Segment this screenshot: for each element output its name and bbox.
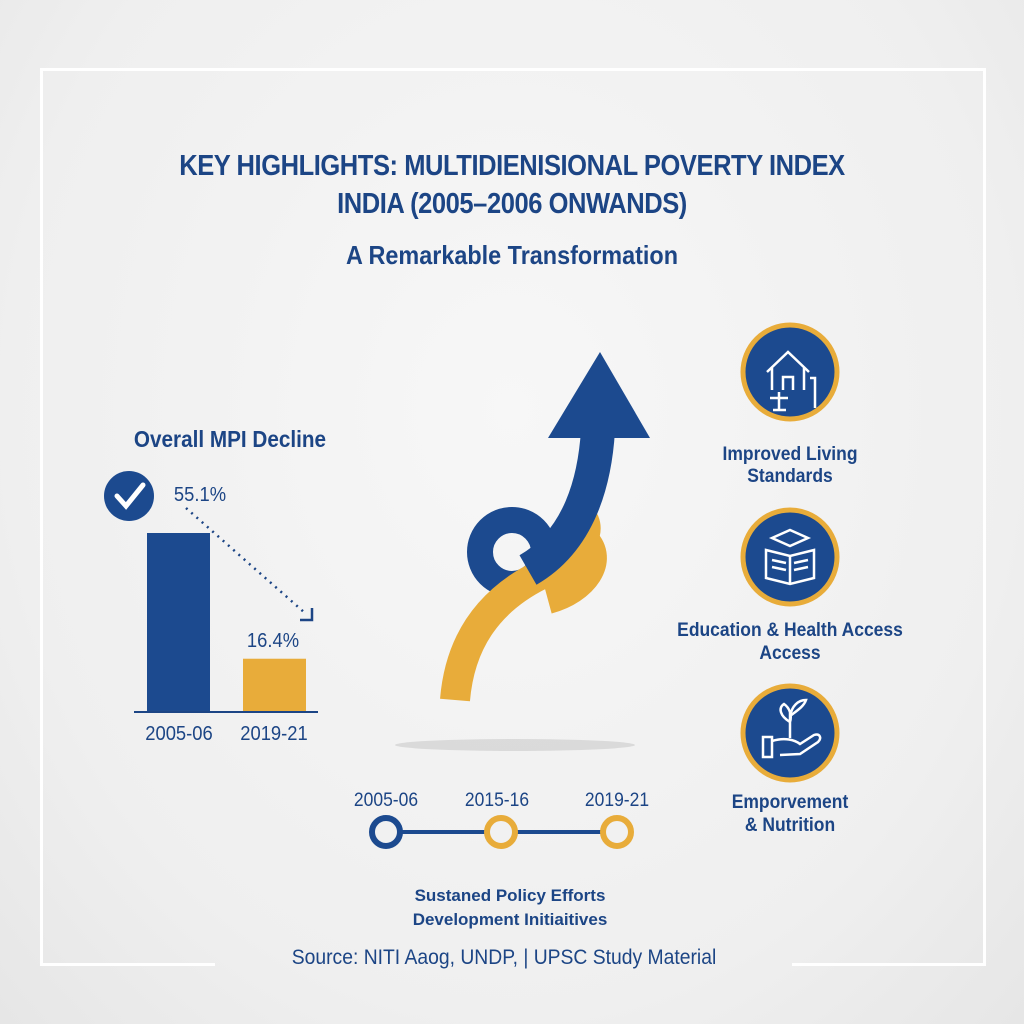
check-circle-icon (104, 471, 154, 521)
timeline-caption-2: Development Initiaitives (412, 910, 608, 929)
frame-left (40, 68, 43, 966)
frame-right (983, 68, 986, 966)
page-subtitle: A Remarkable Transformation (345, 240, 679, 270)
data-label-2005-06: 55.1% (173, 484, 227, 506)
house-water-tap-icon (740, 322, 840, 422)
chart-title: Overall MPI Decline (133, 426, 327, 452)
bar-label-2005-06: 2005-06 (145, 723, 213, 745)
timeline-label-2: 2015-16 (464, 790, 530, 811)
highlight-1-line2: Standards (747, 466, 833, 487)
timeline-label-1: 2005-06 (353, 790, 419, 811)
highlight-3-line2: & Nutrition (744, 815, 836, 836)
book-graduation-cap-icon (740, 507, 840, 607)
timeline-node-2005-06 (369, 815, 403, 849)
highlight-1-line1: Improved Living (722, 444, 858, 465)
page-title-line1: KEY HIGHLIGHTS: MULTIDIENISIONAL POVERTY… (179, 150, 845, 182)
bar-label-2019-21: 2019-21 (240, 723, 308, 745)
page-title-line2: INDIA (2005–2006 ONWANDS) (337, 188, 687, 220)
highlight-2-line1: Education & Health Access (677, 620, 903, 641)
shadow (395, 739, 635, 751)
frame-top (40, 68, 986, 71)
source-footer: Source: NITI Aaog, UNDP, | UPSC Study Ma… (291, 946, 717, 969)
data-label-2019-21: 16.4% (246, 630, 300, 652)
decline-arrow-head (300, 608, 314, 622)
bar-2019-21 (243, 658, 306, 712)
timeline-node-2019-21 (600, 815, 634, 849)
timeline-node-2015-16 (484, 815, 518, 849)
highlight-3-line1: Emporvement (731, 792, 849, 813)
timeline-label-3: 2019-21 (584, 790, 650, 811)
hand-plant-icon (740, 683, 840, 783)
frame-bottom-right (792, 963, 986, 966)
timeline-caption-1: Sustaned Policy Efforts (414, 886, 606, 905)
transformation-arrow-graphic (440, 352, 650, 702)
frame-bottom-left (40, 963, 215, 966)
highlight-2-line2: Access (759, 643, 821, 664)
bar-2005-06 (147, 533, 210, 712)
